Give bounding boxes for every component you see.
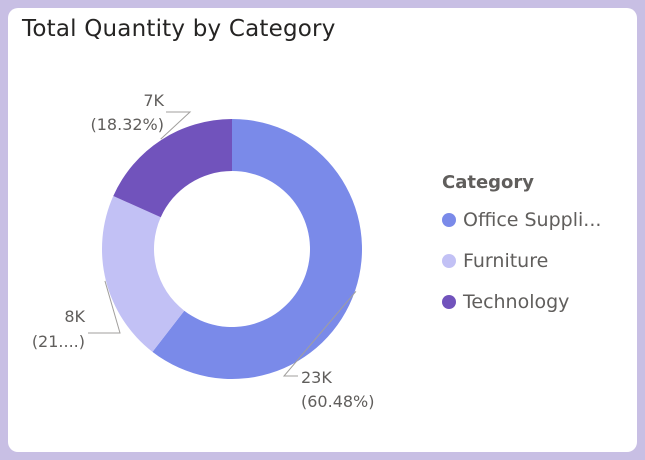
legend-item-furniture[interactable]: Furniture [442, 240, 601, 281]
legend-label-office-supplies: Office Suppli... [463, 208, 602, 231]
donut-chart: 7K (18.32%) 8K (21....) 23K (60.48%) [32, 91, 375, 411]
chart-title: Total Quantity by Category [22, 16, 336, 42]
leader-line-technology [160, 111, 192, 140]
data-label-percent-technology: (18.32%) [91, 115, 165, 134]
legend-swatch-furniture [442, 253, 456, 268]
slice-furniture[interactable] [102, 196, 185, 352]
data-label-value-office-supplies: 23K [301, 368, 332, 387]
leader-lines [88, 111, 357, 377]
chart-card: Total Quantity by Category 7K (18.32%) 8… [8, 8, 637, 452]
legend-item-technology[interactable]: Technology [442, 281, 601, 322]
legend-title: Category [442, 172, 535, 193]
leader-line-office-supplies [282, 291, 357, 377]
slice-office-supplies[interactable] [152, 119, 363, 379]
data-label-percent-furniture: (21....) [32, 332, 85, 351]
legend-item-office-supplies[interactable]: Office Suppli... [442, 199, 601, 240]
legend-swatch-technology [442, 294, 456, 309]
legend-swatch-office-supplies [442, 212, 456, 227]
data-label-value-furniture: 8K [64, 307, 85, 326]
data-label-value-technology: 7K [143, 91, 164, 110]
leader-line-furniture [88, 280, 121, 334]
data-label-percent-office-supplies: (60.48%) [301, 392, 375, 411]
legend-label-technology: Technology [463, 290, 570, 313]
legend-label-furniture: Furniture [463, 249, 549, 272]
chart-legend: Category Office Suppli... Furniture Tech… [442, 172, 601, 322]
slice-technology[interactable] [113, 118, 232, 218]
donut-slices [102, 118, 363, 379]
